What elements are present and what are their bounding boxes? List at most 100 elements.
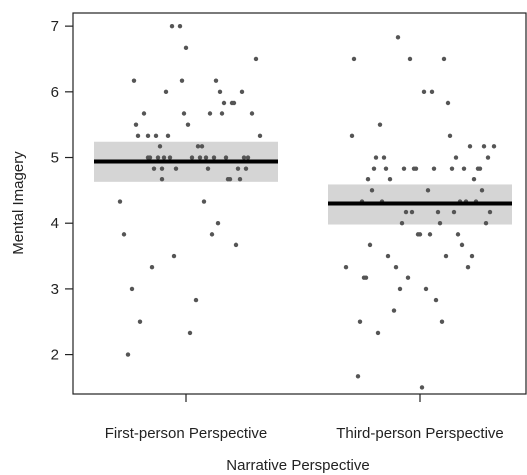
data-point bbox=[203, 155, 209, 160]
x-axis: First-person Perspective Third-person Per… bbox=[105, 394, 504, 442]
x-tick-label: First-person Perspective bbox=[105, 425, 268, 442]
data-point bbox=[435, 209, 441, 215]
plot-area bbox=[94, 23, 512, 390]
data-point bbox=[393, 265, 399, 270]
data-point bbox=[221, 100, 227, 106]
data-point bbox=[403, 209, 409, 215]
data-point bbox=[477, 166, 483, 171]
data-point bbox=[381, 155, 387, 160]
data-point bbox=[401, 166, 407, 171]
data-point bbox=[131, 78, 137, 83]
data-point bbox=[179, 78, 185, 83]
data-point bbox=[465, 265, 471, 270]
data-point bbox=[363, 275, 369, 280]
data-point bbox=[249, 111, 255, 116]
data-point bbox=[121, 232, 127, 237]
data-point bbox=[423, 286, 429, 292]
data-point bbox=[471, 176, 477, 182]
data-point bbox=[155, 155, 161, 160]
y-tick-label: 7 bbox=[51, 18, 59, 35]
y-tick-label: 5 bbox=[51, 150, 59, 167]
data-point bbox=[421, 89, 427, 95]
data-point bbox=[199, 144, 205, 149]
y-axis: 2 3 4 5 6 7 bbox=[51, 18, 73, 364]
data-point bbox=[195, 144, 201, 149]
data-point bbox=[367, 242, 373, 248]
data-point bbox=[409, 209, 415, 215]
data-point bbox=[491, 144, 497, 149]
data-point bbox=[239, 89, 245, 95]
data-point bbox=[215, 221, 221, 226]
data-point bbox=[171, 253, 177, 259]
plot-frame bbox=[72, 12, 527, 395]
data-point bbox=[227, 176, 233, 182]
x-tick-label: Third-person Perspective bbox=[336, 425, 504, 442]
data-point bbox=[455, 232, 461, 237]
data-point bbox=[197, 155, 203, 160]
data-point bbox=[349, 133, 355, 139]
data-point bbox=[253, 56, 259, 62]
data-point bbox=[439, 319, 445, 324]
data-point bbox=[373, 155, 379, 160]
data-point bbox=[445, 100, 451, 106]
data-point bbox=[245, 155, 251, 160]
data-point bbox=[137, 319, 143, 324]
data-point bbox=[427, 232, 433, 237]
data-point bbox=[219, 111, 225, 116]
data-point bbox=[453, 155, 459, 160]
data-point bbox=[459, 242, 465, 248]
data-point bbox=[213, 78, 219, 83]
data-point bbox=[217, 89, 223, 95]
data-point bbox=[443, 253, 449, 259]
data-point bbox=[159, 176, 165, 182]
data-point bbox=[397, 286, 403, 292]
data-point bbox=[209, 232, 215, 237]
data-point bbox=[469, 253, 475, 259]
data-point bbox=[383, 166, 389, 171]
data-point bbox=[233, 242, 239, 248]
data-point bbox=[145, 133, 151, 139]
data-point bbox=[129, 286, 135, 292]
data-point bbox=[223, 155, 229, 160]
data-point bbox=[201, 199, 207, 204]
data-point bbox=[235, 166, 241, 171]
data-point bbox=[431, 166, 437, 171]
data-point bbox=[165, 133, 171, 139]
y-tick-label: 3 bbox=[51, 281, 59, 298]
y-tick-label: 2 bbox=[51, 347, 59, 364]
data-point bbox=[407, 56, 413, 62]
data-point bbox=[371, 166, 377, 171]
data-point bbox=[207, 111, 213, 116]
data-point bbox=[135, 133, 141, 139]
data-point bbox=[157, 144, 163, 149]
data-point bbox=[153, 133, 159, 139]
data-point bbox=[187, 330, 193, 336]
data-point bbox=[177, 23, 183, 29]
data-point bbox=[433, 297, 439, 303]
data-point bbox=[343, 265, 349, 270]
data-point bbox=[483, 221, 489, 226]
data-point bbox=[375, 330, 381, 336]
data-point bbox=[141, 111, 147, 116]
data-point bbox=[257, 133, 263, 139]
data-point bbox=[355, 374, 361, 379]
data-point bbox=[395, 35, 401, 40]
data-point bbox=[437, 221, 443, 226]
data-point bbox=[365, 176, 371, 182]
y-tick-label: 6 bbox=[51, 84, 59, 101]
data-point bbox=[237, 176, 243, 182]
data-point bbox=[193, 297, 199, 303]
data-point bbox=[387, 176, 393, 182]
data-point bbox=[467, 144, 473, 149]
data-point bbox=[151, 166, 157, 171]
data-point bbox=[449, 166, 455, 171]
data-point bbox=[167, 155, 173, 160]
data-point bbox=[487, 209, 493, 215]
data-point bbox=[485, 155, 491, 160]
data-point bbox=[133, 122, 139, 127]
data-point bbox=[413, 166, 419, 171]
data-point bbox=[169, 23, 175, 29]
data-point bbox=[243, 166, 249, 171]
